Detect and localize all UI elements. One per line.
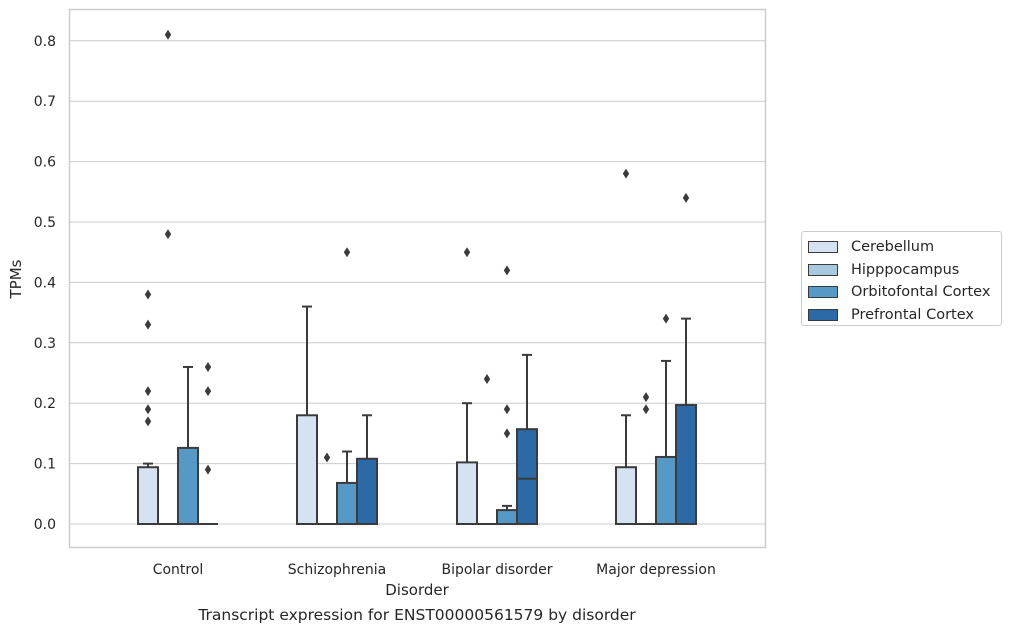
- outlier-point: [144, 319, 152, 330]
- y-tick-label: 0.5: [34, 215, 56, 231]
- box-body: [296, 414, 318, 525]
- outlier-point: [642, 404, 650, 415]
- chart-caption: Transcript expression for ENST0000056157…: [198, 606, 636, 624]
- outlier-point: [204, 361, 212, 372]
- legend-item: Hipppocampus: [808, 259, 1001, 282]
- legend-label: Prefrontal Cortex: [851, 306, 974, 323]
- box-body: [675, 404, 697, 525]
- outlier-point: [642, 392, 650, 403]
- outlier-point: [503, 428, 511, 439]
- outlier-point: [144, 404, 152, 415]
- x-axis-label: Disorder: [385, 581, 449, 599]
- outlier-point: [204, 386, 212, 397]
- box-body: [137, 466, 159, 525]
- legend-label: Orbitofontal Cortex: [851, 284, 991, 301]
- legend: Cerebellum Hipppocampus Orbitofontal Corte…: [801, 231, 1002, 326]
- box-body: [516, 428, 538, 525]
- outlier-point: [164, 29, 172, 40]
- box-body: [456, 461, 478, 525]
- y-tick-label: 0.1: [34, 457, 56, 473]
- outlier-point: [503, 265, 511, 276]
- outlier-point: [204, 464, 212, 475]
- legend-item: Cerebellum: [808, 236, 1001, 259]
- legend-label: Cerebellum: [851, 239, 935, 256]
- box-body: [496, 509, 518, 526]
- outlier-point: [483, 374, 491, 385]
- outlier-point: [144, 386, 152, 397]
- box-body: [177, 446, 199, 525]
- y-tick-label: 0.4: [34, 275, 56, 291]
- outlier-point: [682, 192, 690, 203]
- outlier-point: [503, 404, 511, 415]
- legend-item: Orbitofontal Cortex: [808, 281, 1001, 304]
- y-axis-label: TPMs: [7, 259, 25, 299]
- outlier-point: [463, 247, 471, 258]
- box-body: [356, 457, 378, 526]
- y-tick-label: 0.8: [34, 34, 56, 50]
- outlier-point: [144, 289, 152, 300]
- y-tick-label: 0.2: [34, 396, 56, 412]
- outlier-point: [144, 416, 152, 427]
- outlier-point: [343, 247, 351, 258]
- outlier-point: [622, 168, 630, 179]
- y-tick-label: 0.3: [34, 336, 56, 352]
- y-tick-label: 0.0: [34, 517, 56, 533]
- box-body: [336, 481, 358, 526]
- legend-swatch: [808, 286, 838, 299]
- legend-swatch: [808, 263, 838, 276]
- plot-frame: [68, 8, 767, 549]
- outlier-point: [323, 452, 331, 463]
- outlier-point: [164, 229, 172, 240]
- x-tick-label: Schizophrenia: [288, 562, 386, 578]
- y-tick-label: 0.7: [34, 94, 56, 110]
- legend-item: Prefrontal Cortex: [808, 304, 1001, 327]
- legend-swatch: [808, 241, 838, 254]
- x-tick-label: Bipolar disorder: [441, 562, 552, 578]
- y-tick-label: 0.6: [34, 155, 56, 171]
- x-tick-label: Control: [153, 562, 204, 578]
- box-body: [655, 455, 677, 525]
- box-body: [615, 466, 637, 525]
- outlier-point: [662, 313, 670, 324]
- x-tick-label: Major depression: [596, 562, 716, 578]
- legend-label: Hipppocampus: [851, 261, 960, 278]
- legend-swatch: [808, 308, 838, 321]
